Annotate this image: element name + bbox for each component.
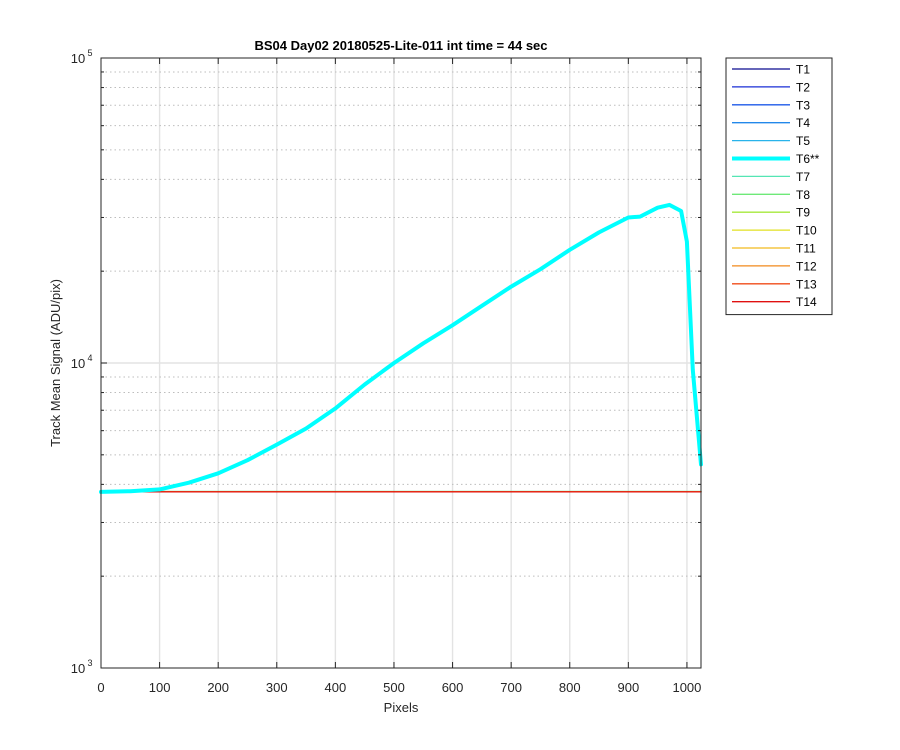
y-tick-label: 10 4 [71, 353, 93, 371]
legend-entry: T11 [732, 242, 816, 256]
y-tick-label-exponent: 5 [87, 48, 92, 58]
y-tick-label-base: 10 [71, 661, 85, 676]
legend-entry: T14 [732, 295, 817, 309]
x-tick-label: 800 [559, 680, 581, 695]
legend-entry: T2 [732, 80, 810, 94]
x-tick-label: 500 [383, 680, 405, 695]
y-tick-label-exponent: 4 [87, 353, 92, 363]
legend-box [725, 57, 833, 316]
grid-layer [101, 58, 701, 668]
legend: T1 T2 T3 T4 T5 T6** T7 T8 T9 T10 T11 T12 T13 T14 [725, 57, 833, 316]
legend-entry: T8 [732, 188, 810, 202]
x-tick-label: 300 [266, 680, 288, 695]
y-tick-label: 10 5 [71, 48, 93, 66]
legend-entry: T7 [732, 170, 810, 184]
y-tick-label: 10 3 [71, 658, 93, 676]
legend-entry: T3 [732, 98, 810, 112]
y-tick-label-exponent: 3 [87, 658, 92, 668]
legend-label: T3 [796, 98, 810, 112]
x-tick-label: 900 [617, 680, 639, 695]
legend-label: T12 [796, 259, 817, 273]
legend-label: T7 [796, 170, 810, 184]
legend-entry: T4 [732, 116, 810, 130]
legend-entry: T13 [732, 277, 817, 291]
data-layer [99, 202, 703, 494]
legend-label: T5 [796, 134, 810, 148]
y-axis-label: Track Mean Signal (ADU/pix) [48, 279, 63, 447]
legend-label: T9 [796, 206, 810, 220]
legend-label: T11 [796, 242, 816, 256]
legend-label: T13 [796, 277, 817, 291]
legend-entry: T1 [732, 63, 810, 77]
x-tick-label: 0 [97, 680, 104, 695]
legend-entry: T12 [732, 259, 817, 273]
legend-label: T6** [796, 152, 820, 166]
legend-entry: T9 [732, 206, 810, 220]
chart-title: BS04 Day02 20180525-Lite-011 int time = … [254, 38, 547, 53]
legend-label: T10 [796, 224, 817, 238]
legend-label: T4 [796, 116, 810, 130]
y-tick-label-base: 10 [71, 356, 85, 371]
legend-entry: T10 [732, 224, 817, 238]
legend-entry: T6** [732, 152, 820, 166]
series-line-t6 [99, 202, 703, 494]
x-tick-label: 1000 [672, 680, 701, 695]
x-tick-label: 100 [149, 680, 171, 695]
x-axis-label: Pixels [384, 700, 419, 715]
y-tick-label-base: 10 [71, 51, 85, 66]
x-tick-label: 400 [325, 680, 347, 695]
x-tick-label: 700 [500, 680, 522, 695]
x-tick-label: 200 [207, 680, 229, 695]
legend-label: T2 [796, 80, 810, 94]
legend-label: T14 [796, 295, 817, 309]
x-tick-label: 600 [442, 680, 464, 695]
legend-label: T8 [796, 188, 810, 202]
legend-label: T1 [796, 63, 810, 77]
legend-entry: T5 [732, 134, 810, 148]
